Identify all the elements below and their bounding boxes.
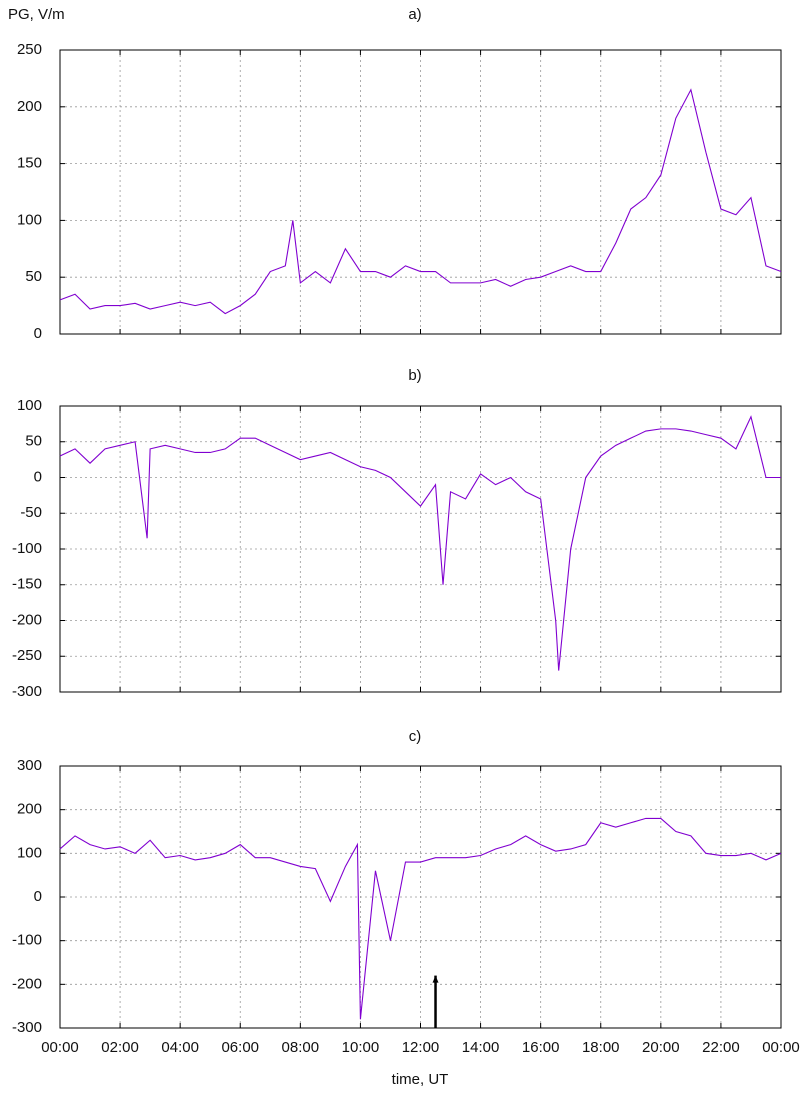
x-tick-label: 16:00 xyxy=(522,1039,560,1056)
plot-frame xyxy=(59,49,782,335)
y-tick-label: -200 xyxy=(12,611,42,628)
y-tick-label: 100 xyxy=(17,844,42,861)
y-tick-label: 150 xyxy=(17,155,42,172)
data-line xyxy=(59,88,782,315)
x-tick-label: 02:00 xyxy=(101,1039,139,1056)
x-tick-label: 06:00 xyxy=(221,1039,259,1056)
y-tick-label: 50 xyxy=(25,433,42,450)
y-tick-label: 250 xyxy=(17,41,42,58)
x-tick-label: 12:00 xyxy=(402,1039,440,1056)
plot-frame xyxy=(59,405,782,693)
data-line xyxy=(59,817,782,1020)
x-tick-label: 08:00 xyxy=(282,1039,320,1056)
x-tick-label: 04:00 xyxy=(161,1039,199,1056)
y-tick-label: 100 xyxy=(17,211,42,228)
y-tick-label: -100 xyxy=(12,540,42,557)
plot-frame xyxy=(59,765,782,1029)
y-tick-label: 300 xyxy=(17,757,42,774)
y-tick-label: -300 xyxy=(12,1019,42,1036)
y-tick-label: -200 xyxy=(12,975,42,992)
y-tick-label: -250 xyxy=(12,647,42,664)
panel-title: b) xyxy=(408,367,421,384)
y-tick-label: -300 xyxy=(12,683,42,700)
x-tick-label: 00:00 xyxy=(41,1039,79,1056)
y-tick-label: 0 xyxy=(34,888,42,905)
x-tick-label: 00:00 xyxy=(762,1039,800,1056)
y-tick-label: 50 xyxy=(25,268,42,285)
x-tick-label: 18:00 xyxy=(582,1039,620,1056)
panel-title: a) xyxy=(408,6,421,23)
y-tick-label: 0 xyxy=(34,325,42,342)
panel-title: c) xyxy=(409,728,422,745)
y-tick-label: 200 xyxy=(17,801,42,818)
x-tick-label: 10:00 xyxy=(342,1039,380,1056)
y-tick-label: -150 xyxy=(12,576,42,593)
y-tick-label: -100 xyxy=(12,932,42,949)
y-tick-label: 0 xyxy=(34,468,42,485)
y-tick-label: -50 xyxy=(20,504,42,521)
x-tick-label: 14:00 xyxy=(462,1039,500,1056)
y-tick-label: 200 xyxy=(17,98,42,115)
data-line xyxy=(59,415,781,671)
x-axis-label: time, UT xyxy=(392,1071,449,1088)
x-tick-label: 20:00 xyxy=(642,1039,680,1056)
y-axis-label: PG, V/m xyxy=(8,6,65,23)
arrow-head xyxy=(432,975,439,983)
x-tick-label: 22:00 xyxy=(702,1039,740,1056)
y-tick-label: 100 xyxy=(17,397,42,414)
